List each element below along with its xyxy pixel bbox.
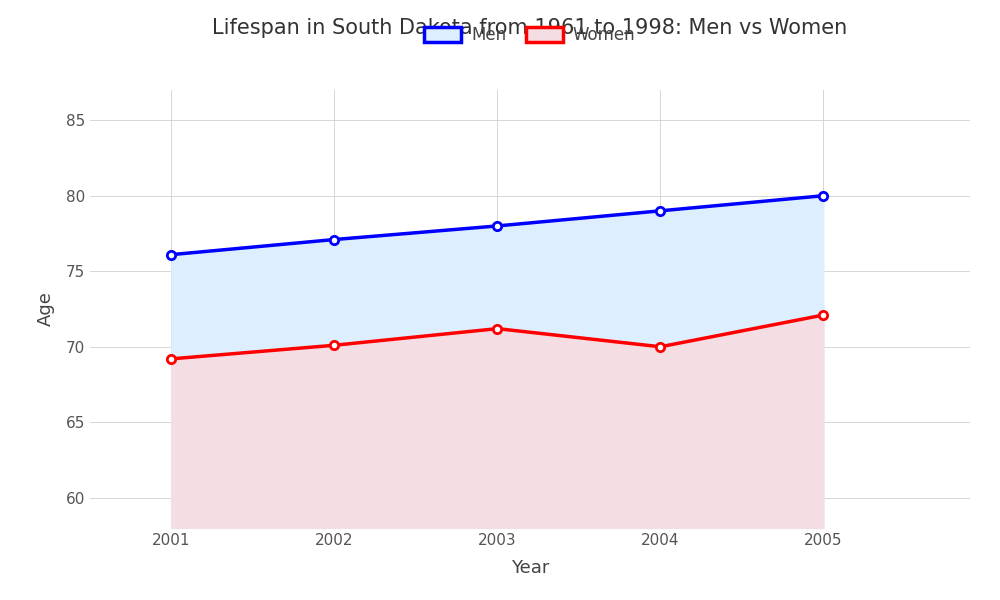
Y-axis label: Age: Age	[37, 292, 55, 326]
X-axis label: Year: Year	[511, 559, 549, 577]
Legend: Men, Women: Men, Women	[418, 19, 642, 51]
Title: Lifespan in South Dakota from 1961 to 1998: Men vs Women: Lifespan in South Dakota from 1961 to 19…	[212, 19, 848, 38]
